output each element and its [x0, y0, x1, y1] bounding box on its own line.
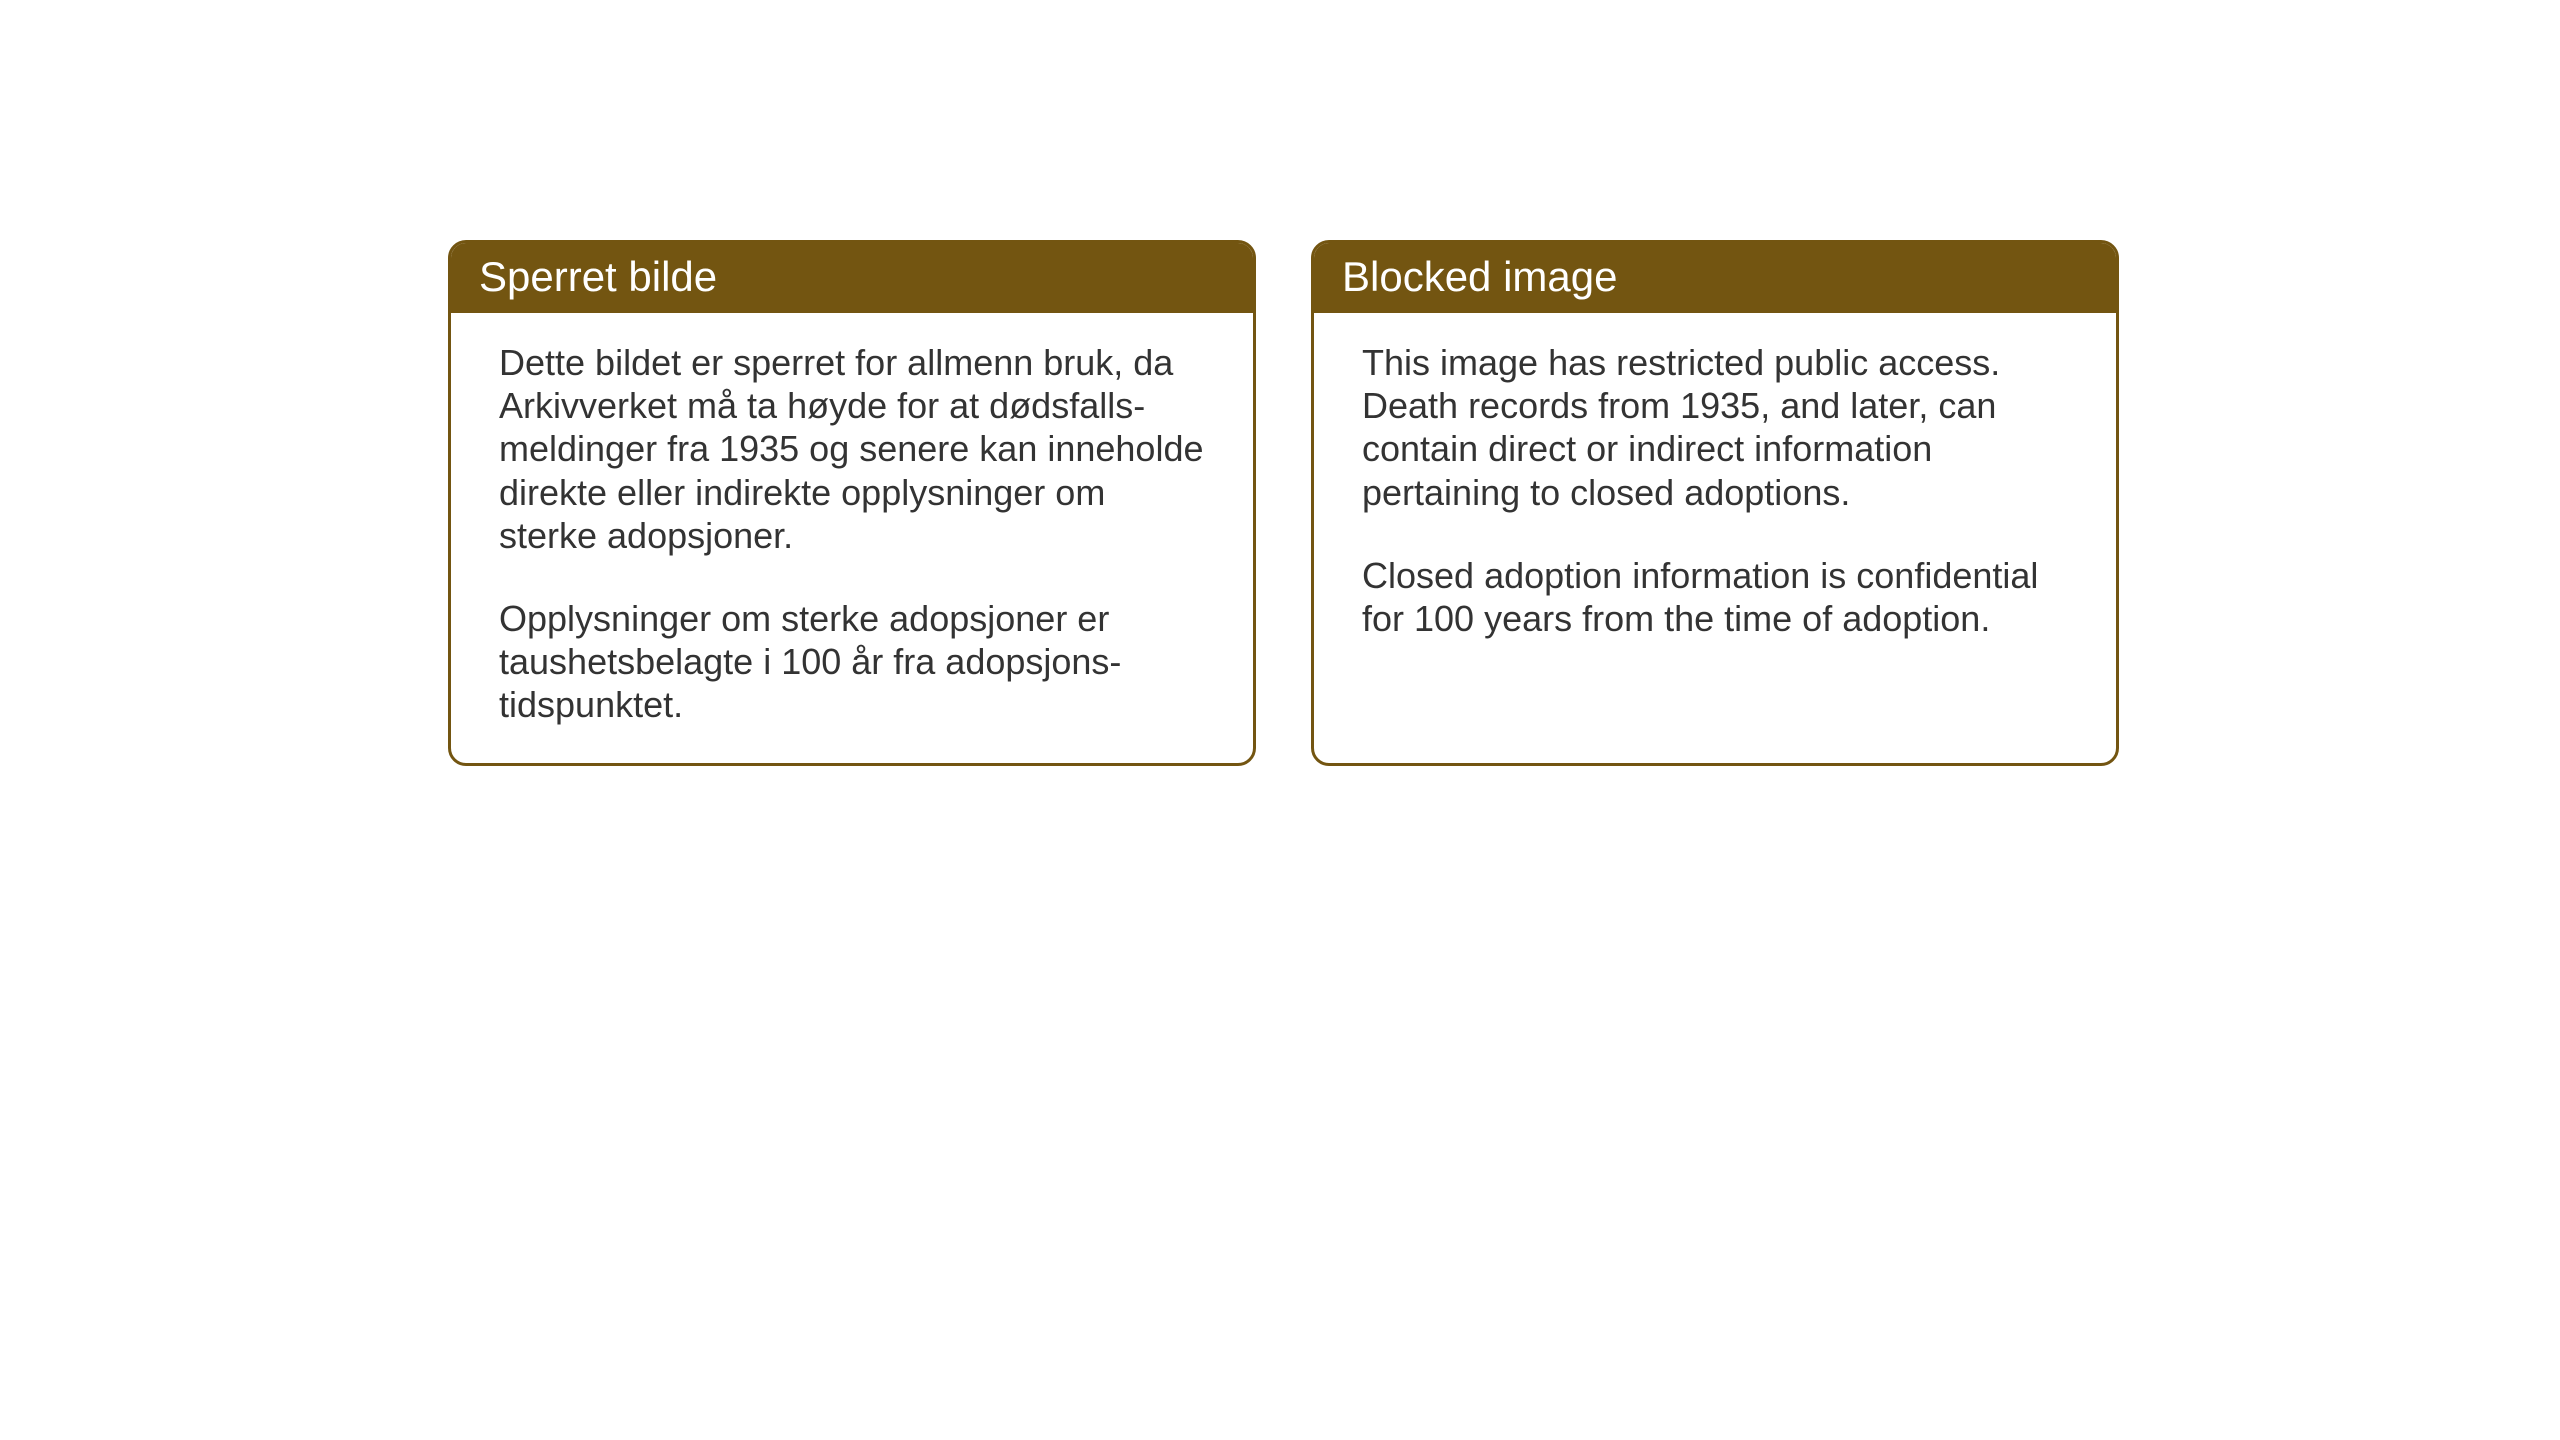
notice-body-norwegian: Dette bildet er sperret for allmenn bruk…	[451, 313, 1253, 763]
notice-paragraph-1-norwegian: Dette bildet er sperret for allmenn bruk…	[499, 341, 1205, 557]
notice-header-english: Blocked image	[1314, 243, 2116, 313]
notice-header-norwegian: Sperret bilde	[451, 243, 1253, 313]
notice-card-english: Blocked image This image has restricted …	[1311, 240, 2119, 766]
notice-paragraph-2-norwegian: Opplysninger om sterke adopsjoner er tau…	[499, 597, 1205, 727]
notice-card-norwegian: Sperret bilde Dette bildet er sperret fo…	[448, 240, 1256, 766]
notice-container: Sperret bilde Dette bildet er sperret fo…	[448, 240, 2119, 766]
notice-title-norwegian: Sperret bilde	[479, 253, 717, 300]
notice-title-english: Blocked image	[1342, 253, 1617, 300]
notice-paragraph-1-english: This image has restricted public access.…	[1362, 341, 2068, 514]
notice-body-english: This image has restricted public access.…	[1314, 313, 2116, 740]
notice-paragraph-2-english: Closed adoption information is confident…	[1362, 554, 2068, 640]
